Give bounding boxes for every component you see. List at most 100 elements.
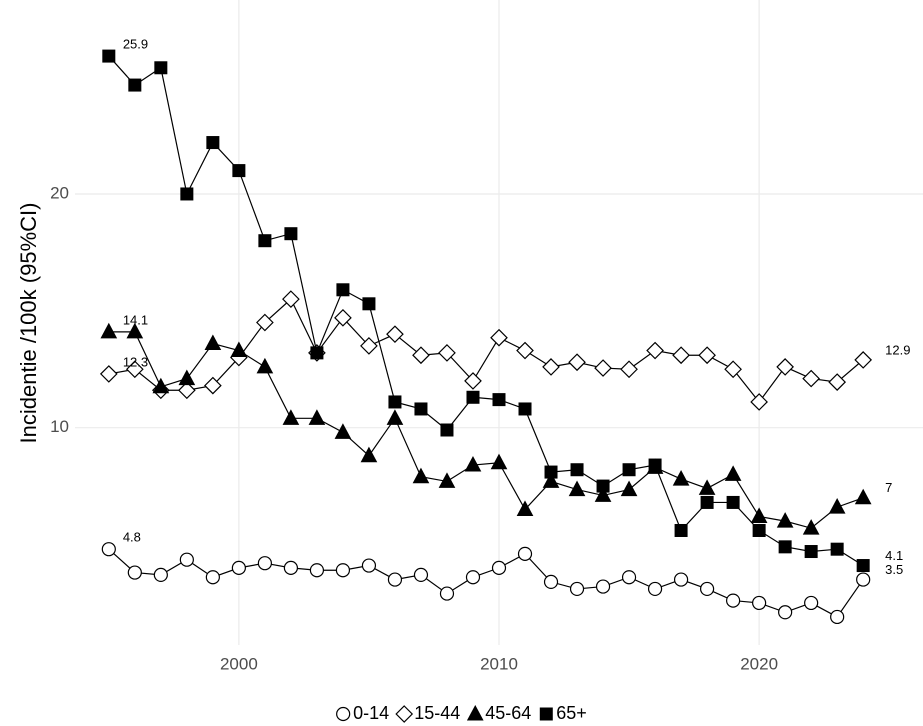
marker [152,377,170,394]
marker [856,572,871,587]
value-label: 3.5 [885,562,903,577]
marker [776,358,794,376]
marker [126,322,144,339]
marker [231,560,246,575]
value-label: 12.3 [123,354,148,369]
marker [102,49,116,63]
marker [542,358,560,376]
marker [360,337,378,355]
marker [360,446,378,463]
marker [336,283,350,297]
marker [594,359,612,377]
y-tick-label: 10 [50,417,69,436]
marker [464,455,482,472]
marker [672,346,690,365]
legend-marker [336,706,351,722]
marker [804,545,818,559]
marker [309,563,325,578]
series-line [108,548,864,618]
marker [334,423,352,439]
marker [698,346,716,365]
marker [594,486,612,502]
value-label: 25.9 [123,37,148,52]
marker [854,488,872,505]
marker [438,472,456,488]
marker [543,574,559,590]
marker [308,409,326,425]
marker [750,507,768,523]
marker [724,465,742,481]
marker [778,605,793,620]
legend: 0-14 15-44 45-64 65+ [336,703,587,723]
marker [179,552,194,567]
marker [386,325,404,344]
marker [205,570,220,585]
marker [412,467,430,484]
marker [830,609,845,625]
marker [802,519,820,535]
marker [466,390,480,404]
marker [620,480,638,497]
marker [830,542,844,556]
marker [439,586,455,601]
marker [204,376,222,395]
marker [413,567,429,582]
series: 25.9 4.1 [102,37,903,573]
marker [388,395,402,409]
marker [125,360,144,379]
marker [128,78,142,92]
value-label: 7 [885,480,892,495]
marker [99,365,118,383]
marker [412,346,430,365]
marker [335,563,351,578]
marker [492,393,506,407]
marker [310,346,324,360]
marker [698,479,716,495]
legend-label: 0-14 [353,703,389,723]
marker [283,560,299,575]
marker [621,570,637,585]
x-tick-label: 2020 [740,654,778,673]
marker [648,458,662,472]
series-line [108,298,864,403]
marker [569,581,585,597]
marker [673,572,689,587]
marker [828,498,846,514]
marker [387,572,403,587]
series-line [108,55,864,567]
series: 12.3 12.9 [99,290,910,411]
marker [750,393,768,411]
marker [206,136,220,150]
marker [828,373,847,391]
marker [490,328,508,347]
marker [204,334,222,351]
series-line [108,331,864,529]
marker [518,402,532,416]
x-tick-label: 2000 [220,654,258,673]
y-tick-label: 20 [50,183,69,202]
x-tick-label: 2010 [480,654,518,673]
marker [258,234,272,248]
marker [595,579,611,594]
marker [361,558,377,573]
marker [232,164,246,178]
marker [465,570,481,585]
marker [491,560,507,575]
value-label: 14.1 [123,312,148,327]
marker [516,341,534,360]
marker [726,495,740,509]
legend-marker [539,707,553,721]
marker [856,559,870,573]
marker [440,423,454,437]
marker [802,369,820,388]
marker [100,322,118,339]
value-label: 12.9 [885,342,910,357]
legend-label: 65+ [556,703,587,723]
marker [726,593,741,608]
y-axis-label: Incidentie /100k (95%CI) [16,203,41,444]
marker [101,542,116,557]
marker [153,567,168,582]
legend-label: 45-64 [485,703,531,723]
marker [647,581,663,597]
